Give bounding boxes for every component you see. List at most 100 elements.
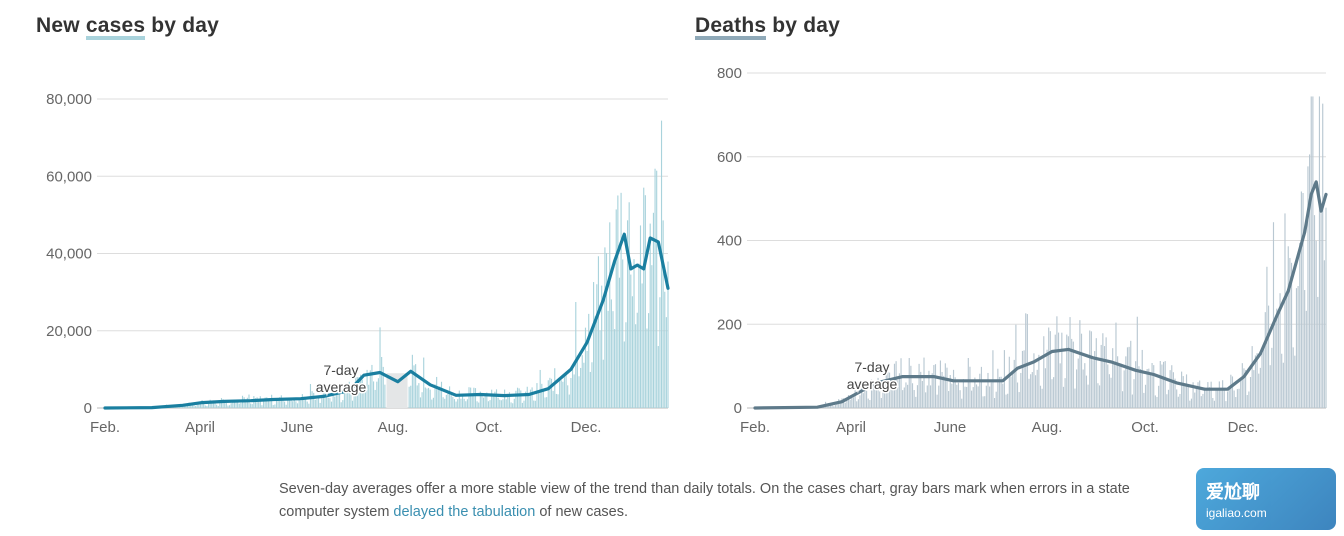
cases-day-bar: [269, 399, 271, 408]
cases-x-tick-label: Feb.: [90, 419, 120, 436]
deaths-day-bar: [1039, 385, 1042, 408]
deaths-day-bar: [852, 397, 855, 408]
cases-day-bar: [298, 398, 300, 408]
cases-day-bar: [583, 362, 585, 408]
deaths-day-bar: [862, 393, 864, 408]
cases-chart-title: New cases by day: [36, 14, 219, 38]
deaths-day-bar: [1025, 313, 1027, 408]
cases-daily-bars: [106, 120, 669, 408]
deaths-day-bar: [938, 385, 940, 408]
deaths-day-bar: [1069, 317, 1071, 408]
deaths-day-bar: [913, 390, 915, 408]
deaths-day-bar: [972, 387, 974, 408]
deaths-day-bar: [1094, 351, 1096, 408]
cases-day-bar: [211, 403, 213, 408]
cases-day-bar: [382, 366, 384, 408]
cases-day-bar: [578, 376, 580, 408]
cases-day-bar: [644, 195, 646, 408]
deaths-day-bar: [869, 400, 871, 408]
cases-day-bar: [199, 401, 202, 408]
cases-day-bar: [293, 397, 295, 408]
cases-day-bar: [219, 401, 221, 408]
deaths-day-bar: [1084, 363, 1086, 408]
cases-day-bar: [335, 386, 337, 408]
cases-day-bar: [662, 220, 664, 408]
deaths-day-bar: [1159, 360, 1161, 408]
cases-day-bar: [381, 356, 383, 408]
cases-day-bar: [601, 285, 603, 408]
deaths-day-bar: [898, 373, 900, 408]
deaths-day-bar: [1218, 381, 1220, 408]
deaths-day-bar: [1210, 381, 1212, 408]
deaths-day-bar: [1117, 356, 1119, 408]
cases-day-bar: [410, 385, 412, 408]
deaths-day-bar: [882, 381, 884, 408]
deaths-day-bar: [984, 396, 986, 408]
deaths-day-bar: [1220, 389, 1222, 408]
cases-day-bar: [633, 259, 635, 408]
deaths-day-bar: [975, 384, 978, 408]
cases-day-bar: [622, 259, 624, 408]
cases-day-bar: [444, 398, 446, 408]
deaths-day-bar: [954, 377, 956, 408]
deaths-day-bar: [1031, 372, 1033, 408]
deaths-day-bar: [1251, 346, 1253, 408]
cases-day-bar: [607, 310, 609, 408]
cases-day-bar: [436, 376, 438, 408]
cases-day-bar: [470, 387, 472, 408]
cases-day-bar: [193, 405, 195, 408]
cases-day-bar: [618, 277, 621, 408]
deaths-day-bar: [1305, 310, 1307, 408]
footnote-link[interactable]: delayed the tabulation: [393, 504, 536, 520]
deaths-day-bar: [949, 374, 951, 408]
deaths-day-bar: [997, 368, 999, 408]
cases-day-bar: [442, 397, 444, 408]
deaths-day-bar: [1223, 388, 1225, 408]
cases-day-bar: [533, 400, 535, 408]
cases-day-bar: [500, 400, 502, 408]
deaths-day-bar: [1049, 331, 1051, 408]
deaths-day-bar: [1098, 385, 1101, 408]
cases-day-bar: [366, 369, 368, 408]
deaths-day-bar: [1241, 363, 1243, 408]
deaths-day-bar: [879, 391, 881, 408]
deaths-day-bar: [928, 370, 930, 408]
deaths-day-bar: [1026, 314, 1028, 408]
deaths-day-bar: [902, 390, 904, 408]
cases-day-bar: [513, 398, 515, 408]
cases-day-bar: [492, 396, 494, 408]
cases-day-bar: [316, 399, 318, 408]
cases-average-line: [103, 232, 670, 410]
cases-day-bar: [440, 381, 443, 408]
cases-day-bar: [654, 168, 656, 408]
cases-day-bar: [458, 390, 460, 408]
deaths-day-bar: [890, 389, 892, 408]
cases-day-bar: [206, 405, 208, 408]
cases-day-bar: [314, 399, 316, 408]
deaths-day-bar: [1021, 350, 1024, 408]
deaths-day-bar: [1000, 376, 1002, 408]
deaths-day-bar: [998, 376, 1001, 408]
cases-day-bar: [528, 395, 530, 408]
cases-day-bar: [581, 355, 583, 408]
cases-day-bar: [240, 402, 242, 408]
deaths-day-bar: [1279, 293, 1281, 408]
deaths-day-bar: [1048, 327, 1050, 408]
cases-day-bar: [630, 274, 632, 408]
deaths-day-bar: [1071, 338, 1073, 408]
cases-day-bar: [460, 398, 462, 408]
cases-day-bar: [615, 209, 617, 408]
cases-day-bar: [235, 399, 237, 408]
deaths-day-bar: [1123, 370, 1125, 408]
cases-day-bar: [521, 402, 523, 408]
deaths-day-bar: [1205, 389, 1207, 408]
deaths-day-bar: [831, 404, 833, 408]
cases-day-bar: [376, 381, 378, 408]
deaths-day-bar: [1089, 330, 1091, 408]
deaths-day-bar: [1300, 191, 1302, 408]
cases-day-bar: [635, 324, 637, 408]
footnote-text-1: Seven-day averages offer a more stable v…: [279, 481, 1130, 520]
cases-day-bar: [555, 393, 557, 408]
deaths-day-bar: [1192, 382, 1194, 408]
watermark-line-2: igaliao.com: [1206, 506, 1267, 520]
